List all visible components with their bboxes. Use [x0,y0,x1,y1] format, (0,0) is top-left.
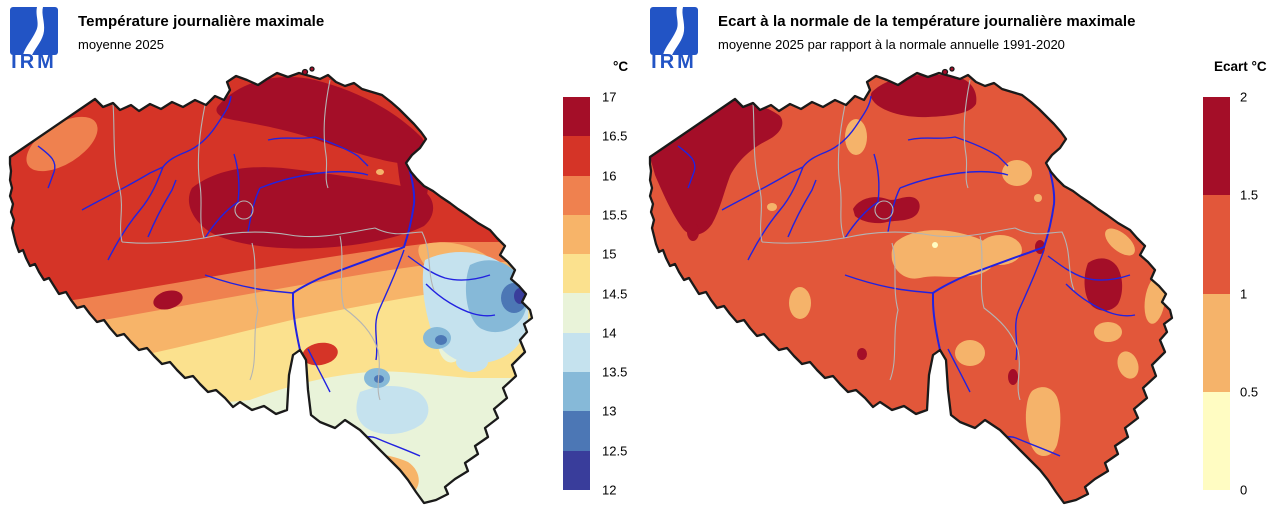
irm-logo-icon [650,7,698,55]
country-border-right [648,71,1174,505]
province-borders-left [112,79,435,401]
legend-band [563,372,590,412]
irm-logo-icon [10,7,58,55]
legend-tick: 16.5 [602,128,628,144]
left-map-title: Température journalière maximale [78,13,325,30]
legend-band [563,450,590,490]
legend-tick: 17 [602,89,617,105]
legend-band [563,97,590,137]
legend-tick: 16 [602,168,617,184]
right-legend-colorbar [1203,97,1230,490]
country-border-left [8,71,534,505]
enclave-dot [941,68,949,76]
legend-band [563,175,590,215]
legend-band [563,136,590,176]
anomaly-map-belgium [648,66,1174,505]
left-map-subtitle: moyenne 2025 [78,37,165,52]
left-legend-colorbar [563,97,590,490]
legend-tick: 12 [602,482,617,498]
legend-band [563,254,590,294]
legend-band [563,411,590,451]
legend-tick: 1.5 [1240,187,1259,203]
legend-band [1203,195,1230,294]
province-borders-right [752,79,1075,401]
legend-tick: 1 [1240,286,1248,301]
legend-band [1203,391,1230,490]
legend-tick: 13 [602,403,617,419]
legend-tick: 0.5 [1240,384,1259,400]
enclave-dot [301,68,309,76]
legend-tick: 0 [1240,482,1248,498]
left-legend-ticks: 17 16.5 16 15.5 15 14.5 14 13.5 13 12.5 … [602,90,642,498]
legend-band [563,332,590,373]
right-legend-ticks: 2 1.5 1 0.5 0 [1240,90,1280,498]
irm-logo-text: IRM [11,51,57,73]
temperature-map-belgium [8,66,534,505]
legend-band [563,214,590,255]
legend-tick: 13.5 [602,364,628,380]
legend-tick: 14.5 [602,286,628,301]
legend-band [563,293,590,333]
enclave-dot [309,66,315,72]
left-legend-unit: °C [613,59,629,74]
legend-tick: 2 [1240,89,1248,105]
legend-tick: 14 [602,325,617,341]
legend-band [1203,293,1230,392]
legend-tick: 15 [602,246,617,262]
legend-tick: 12.5 [602,443,628,459]
legend-tick: 15.5 [602,207,628,223]
right-legend-unit: Ecart °C [1214,59,1267,74]
right-map-subtitle: moyenne 2025 par rapport à la normale an… [718,37,1065,52]
irm-logo-text: IRM [651,51,697,73]
enclave-dot [949,66,955,72]
right-map-title: Ecart à la normale de la température jou… [718,13,1136,30]
legend-band [1203,97,1230,196]
